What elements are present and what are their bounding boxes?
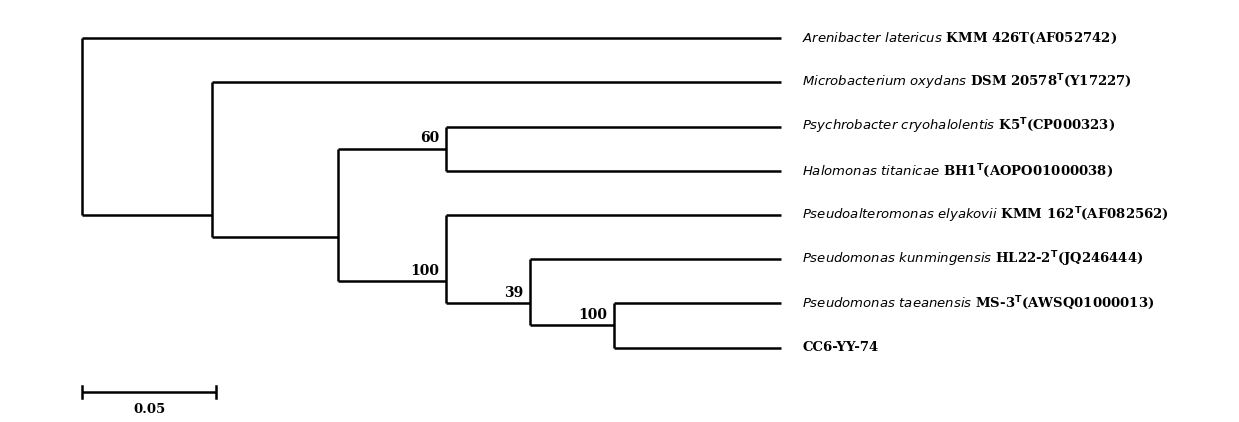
Text: 0.05: 0.05 (133, 403, 165, 416)
Text: 60: 60 (420, 131, 440, 145)
Text: $\mathit{Pseudomonas\ taeanensis}$ MS-3$^{\mathbf{T}}$(AWSQ01000013): $\mathit{Pseudomonas\ taeanensis}$ MS-3$… (802, 295, 1155, 312)
Text: 100: 100 (410, 264, 440, 278)
Text: $\mathit{Microbacterium\ oxydans}$ DSM 20578$^{\mathbf{T}}$(Y17227): $\mathit{Microbacterium\ oxydans}$ DSM 2… (802, 73, 1132, 92)
Text: $\mathit{Halomonas\ titanicae}$ BH1$^{\mathbf{T}}$(AOPO01000038): $\mathit{Halomonas\ titanicae}$ BH1$^{\m… (802, 162, 1113, 180)
Text: $\mathit{Pseudomonas\ kunmingensis}$ HL22-2$^{\mathbf{T}}$(JQ246444): $\mathit{Pseudomonas\ kunmingensis}$ HL2… (802, 249, 1144, 269)
Text: 100: 100 (579, 308, 607, 322)
Text: 39: 39 (504, 286, 523, 300)
Text: CC6-YY-74: CC6-YY-74 (802, 341, 878, 354)
Text: $\mathit{Pseudoalteromonas\ elyakovii}$ KMM 162$^{\mathbf{T}}$(AF082562): $\mathit{Pseudoalteromonas\ elyakovii}$ … (802, 205, 1170, 225)
Text: $\mathit{Arenibacter\ latericus}$ KMM 426T(AF052742): $\mathit{Arenibacter\ latericus}$ KMM 42… (802, 31, 1118, 46)
Text: $\mathit{Psychrobacter\ cryohalolentis}$ K5$^{\mathbf{T}}$(CP000323): $\mathit{Psychrobacter\ cryohalolentis}$… (802, 117, 1115, 136)
